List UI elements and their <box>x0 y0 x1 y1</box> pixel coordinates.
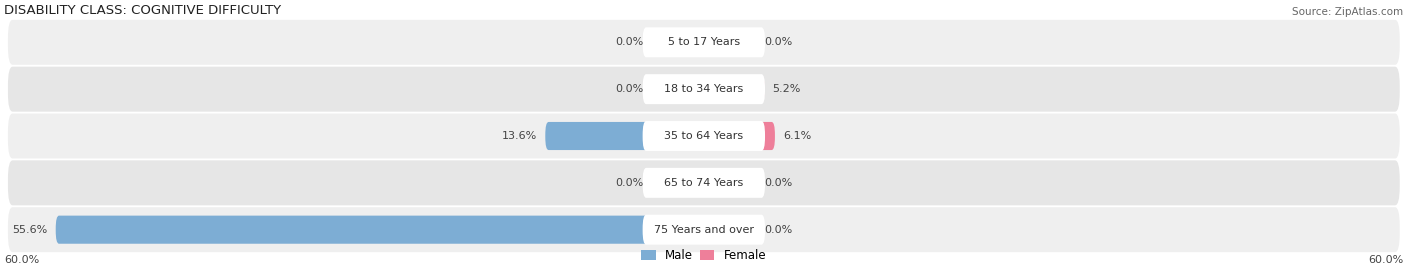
Text: 55.6%: 55.6% <box>13 225 48 235</box>
FancyBboxPatch shape <box>8 20 1400 65</box>
FancyBboxPatch shape <box>704 169 756 197</box>
Text: 60.0%: 60.0% <box>4 256 39 266</box>
Legend: Male, Female: Male, Female <box>637 244 770 267</box>
Text: 5.2%: 5.2% <box>773 84 801 94</box>
Text: 0.0%: 0.0% <box>765 225 793 235</box>
FancyBboxPatch shape <box>643 168 765 198</box>
Text: 18 to 34 Years: 18 to 34 Years <box>664 84 744 94</box>
FancyBboxPatch shape <box>651 28 704 56</box>
FancyBboxPatch shape <box>651 75 704 103</box>
Text: DISABILITY CLASS: COGNITIVE DIFFICULTY: DISABILITY CLASS: COGNITIVE DIFFICULTY <box>4 3 281 17</box>
FancyBboxPatch shape <box>643 27 765 57</box>
FancyBboxPatch shape <box>8 207 1400 252</box>
Text: 0.0%: 0.0% <box>614 37 643 47</box>
FancyBboxPatch shape <box>643 74 765 104</box>
FancyBboxPatch shape <box>643 121 765 151</box>
FancyBboxPatch shape <box>8 114 1400 158</box>
Text: 0.0%: 0.0% <box>614 84 643 94</box>
Text: 6.1%: 6.1% <box>783 131 811 141</box>
FancyBboxPatch shape <box>651 169 704 197</box>
FancyBboxPatch shape <box>546 122 704 150</box>
FancyBboxPatch shape <box>8 160 1400 205</box>
Text: Source: ZipAtlas.com: Source: ZipAtlas.com <box>1292 6 1403 17</box>
FancyBboxPatch shape <box>704 216 756 244</box>
Text: 60.0%: 60.0% <box>1368 256 1403 266</box>
Text: 75 Years and over: 75 Years and over <box>654 225 754 235</box>
Text: 13.6%: 13.6% <box>502 131 537 141</box>
Text: 5 to 17 Years: 5 to 17 Years <box>668 37 740 47</box>
FancyBboxPatch shape <box>56 216 704 244</box>
FancyBboxPatch shape <box>704 75 765 103</box>
Text: 65 to 74 Years: 65 to 74 Years <box>664 178 744 188</box>
FancyBboxPatch shape <box>8 67 1400 112</box>
Text: 35 to 64 Years: 35 to 64 Years <box>664 131 744 141</box>
Text: 0.0%: 0.0% <box>614 178 643 188</box>
Text: 0.0%: 0.0% <box>765 178 793 188</box>
Text: 0.0%: 0.0% <box>765 37 793 47</box>
FancyBboxPatch shape <box>704 28 756 56</box>
FancyBboxPatch shape <box>643 215 765 245</box>
FancyBboxPatch shape <box>704 122 775 150</box>
